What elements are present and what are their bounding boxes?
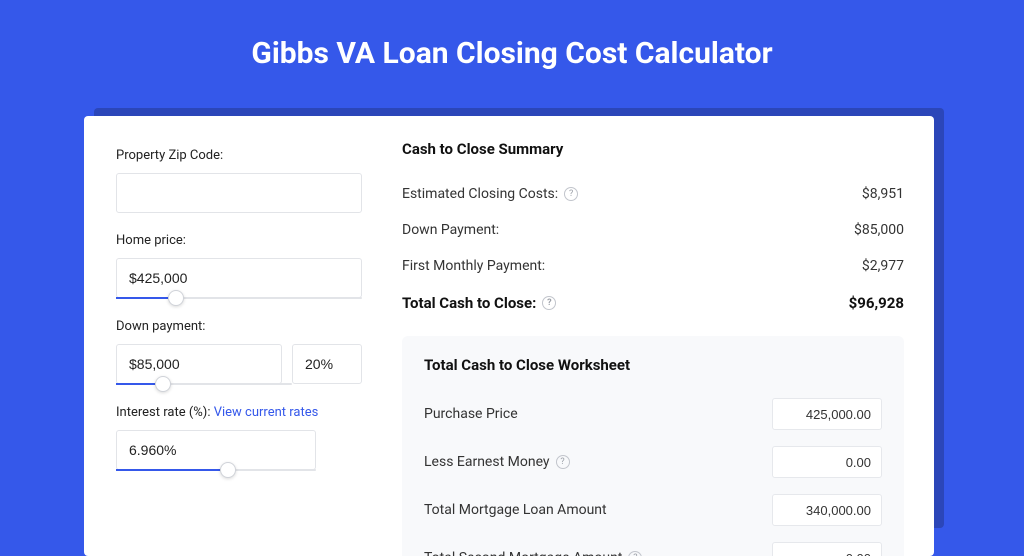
summary-row-down-payment: Down Payment: $85,000 — [402, 212, 904, 248]
worksheet-label: Total Mortgage Loan Amount — [424, 502, 607, 518]
home-price-label: Home price: — [116, 233, 362, 248]
zip-input[interactable] — [116, 173, 362, 213]
summary-label: First Monthly Payment: — [402, 258, 545, 274]
inputs-column: Property Zip Code: Home price: Down paym… — [84, 116, 384, 556]
worksheet-row-mortgage-amount: Total Mortgage Loan Amount — [424, 486, 882, 534]
down-payment-label: Down payment: — [116, 319, 362, 334]
summary-total-label: Total Cash to Close: — [402, 294, 536, 312]
worksheet-value-input[interactable] — [772, 542, 882, 556]
interest-rate-slider[interactable] — [116, 469, 316, 471]
worksheet-label: Purchase Price — [424, 406, 518, 422]
down-payment-slider-thumb[interactable] — [155, 376, 171, 392]
summary-label: Down Payment: — [402, 222, 499, 238]
interest-rate-input[interactable] — [116, 430, 316, 470]
worksheet-row-purchase-price: Purchase Price — [424, 390, 882, 438]
worksheet-label: Total Second Mortgage Amount — [424, 550, 622, 556]
worksheet-label: Less Earnest Money — [424, 454, 550, 470]
summary-value: $2,977 — [862, 258, 904, 274]
summary-column: Cash to Close Summary Estimated Closing … — [384, 116, 934, 556]
summary-row-closing-costs: Estimated Closing Costs: ? $8,951 — [402, 176, 904, 212]
view-rates-link[interactable]: View current rates — [214, 405, 319, 420]
help-icon[interactable]: ? — [564, 187, 578, 201]
summary-value: $8,951 — [862, 186, 904, 202]
zip-label: Property Zip Code: — [116, 148, 362, 163]
summary-row-first-monthly: First Monthly Payment: $2,977 — [402, 248, 904, 284]
home-price-slider-thumb[interactable] — [168, 290, 184, 306]
summary-total-value: $96,928 — [849, 294, 904, 312]
help-icon[interactable]: ? — [542, 296, 556, 310]
calculator-card: Property Zip Code: Home price: Down paym… — [84, 116, 934, 556]
worksheet-row-second-mortgage: Total Second Mortgage Amount ? — [424, 534, 882, 556]
home-price-slider[interactable] — [116, 297, 362, 299]
down-payment-amount-input[interactable] — [116, 344, 282, 384]
home-price-slider-fill — [116, 297, 168, 299]
down-payment-slider[interactable] — [116, 383, 292, 385]
summary-row-total: Total Cash to Close: ? $96,928 — [402, 284, 904, 322]
interest-rate-slider-thumb[interactable] — [220, 462, 236, 478]
worksheet-title: Total Cash to Close Worksheet — [424, 356, 882, 374]
down-payment-percent-input[interactable] — [292, 344, 362, 384]
worksheet-row-earnest-money: Less Earnest Money ? — [424, 438, 882, 486]
home-price-input[interactable] — [116, 258, 362, 298]
page-title: Gibbs VA Loan Closing Cost Calculator — [0, 0, 1024, 99]
help-icon[interactable]: ? — [556, 455, 570, 469]
help-icon[interactable]: ? — [628, 551, 642, 556]
summary-title: Cash to Close Summary — [402, 140, 904, 158]
worksheet-panel: Total Cash to Close Worksheet Purchase P… — [402, 336, 904, 556]
summary-value: $85,000 — [854, 222, 904, 238]
zip-field: Property Zip Code: — [116, 148, 362, 213]
worksheet-value-input[interactable] — [772, 494, 882, 526]
down-payment-slider-fill — [116, 383, 155, 385]
interest-rate-field: Interest rate (%): View current rates — [116, 405, 362, 471]
interest-rate-label: Interest rate (%): View current rates — [116, 405, 362, 420]
interest-rate-label-text: Interest rate (%): — [116, 405, 210, 420]
down-payment-field: Down payment: — [116, 319, 362, 385]
interest-rate-slider-fill — [116, 469, 220, 471]
worksheet-value-input[interactable] — [772, 398, 882, 430]
summary-label: Estimated Closing Costs: — [402, 186, 558, 202]
worksheet-value-input[interactable] — [772, 446, 882, 478]
home-price-field: Home price: — [116, 233, 362, 299]
